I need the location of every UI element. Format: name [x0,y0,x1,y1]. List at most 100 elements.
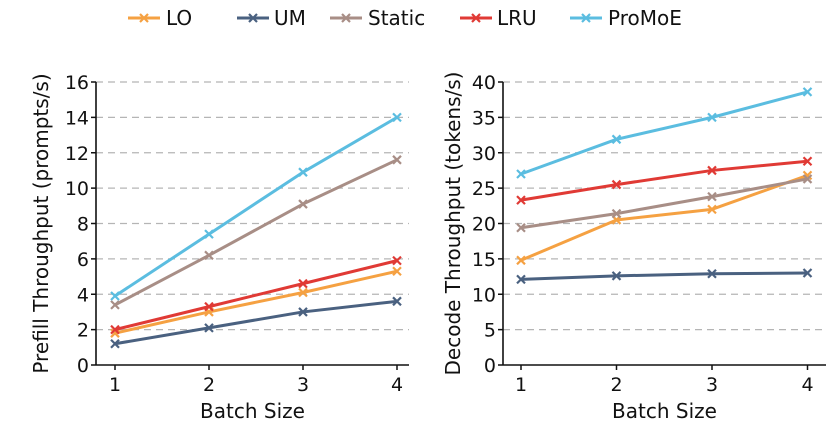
x-tick-label: 2 [203,374,215,396]
series-line [114,299,398,346]
legend-label: ProMoE [608,6,682,30]
prefill-series-static [110,155,402,310]
data-point [110,338,120,349]
series-line [114,269,398,335]
data-point [298,287,308,298]
data-point [516,169,526,179]
legend-item-lo: LO [128,6,192,30]
x-tick-label: 4 [801,374,813,396]
x-axis-title: Batch Size [612,399,717,423]
data-point [707,112,717,123]
x-tick-label: 1 [515,374,527,396]
data-point [802,156,813,167]
data-point [204,250,214,261]
data-point [707,191,717,202]
x-axis: 1 2 3 4 [515,365,814,396]
y-tick-label: 10 [472,284,496,306]
data-point [204,301,214,312]
decode-series-promoe [516,87,813,179]
legend-marker [248,13,258,23]
gridlines [96,81,409,331]
y-tick-label: 8 [77,214,89,236]
data-point [707,204,717,215]
prefill-series-lo [110,266,402,338]
data-point [298,278,308,289]
decode-throughput-chart: 0 5 10 15 20 25 30 35 40 1 2 3 4 Batch Size Decode Thr… [441,72,826,423]
axis-frame [502,82,826,366]
data-point [392,255,402,266]
series-line [520,90,808,176]
y-axis: 0 2 4 6 8 10 12 14 16 [65,72,96,377]
data-point [110,300,120,310]
y-tick-label: 6 [77,249,89,271]
axis-frame [95,82,409,366]
legend-marker [581,13,591,23]
series-line [520,159,808,202]
legend-item-promoe: ProMoE [570,6,682,30]
data-point [516,255,526,266]
y-tick-label: 0 [484,355,496,377]
legend-marker [471,13,481,23]
x-axis: 1 2 3 4 [109,365,403,396]
data-point [392,155,402,165]
data-point [611,179,622,190]
legend-label: LRU [497,6,537,30]
gridlines [503,81,826,331]
legend-marker [139,13,149,23]
legend-label: UM [274,6,306,30]
y-tick-label: 10 [65,178,89,200]
data-point [204,229,214,239]
series-line [520,173,809,262]
data-point [611,271,622,281]
x-tick-label: 4 [391,374,403,396]
data-point [802,174,813,184]
x-tick-label: 3 [297,374,309,396]
y-tick-label: 16 [65,72,89,94]
x-axis-title: Batch Size [200,399,305,423]
legend-marker [341,13,351,23]
legend-item-um: UM [237,6,306,30]
data-point [110,324,120,335]
data-point [298,167,308,177]
y-tick-label: 0 [77,355,89,377]
decode-series-um [516,268,813,285]
data-point [204,323,214,333]
legend-label: Static [368,6,425,30]
y-tick-label: 40 [472,72,496,94]
y-axis-title: Prefill Throughput (prompts/s) [29,73,53,373]
y-tick-label: 2 [77,320,89,342]
series-line [114,116,398,298]
data-point [802,87,813,97]
data-point [611,208,622,219]
y-tick-label: 5 [484,320,496,342]
data-point [392,266,402,277]
y-tick-label: 35 [472,107,496,129]
data-point [516,274,526,285]
data-point [392,296,402,307]
legend-label: LO [166,6,192,30]
prefill-series-promoe [110,112,402,301]
x-tick-label: 3 [706,374,718,396]
y-tick-label: 15 [472,249,496,271]
y-tick-label: 14 [65,107,89,129]
data-point [516,195,526,205]
data-point [392,112,402,123]
data-point [516,222,526,233]
data-point [802,268,813,278]
series-line [114,259,398,332]
legend-item-lru: LRU [460,6,537,30]
y-tick-label: 12 [65,143,89,165]
prefill-series-lru [110,255,402,335]
prefill-series-um [110,296,402,349]
y-axis: 0 5 10 15 20 25 30 35 40 [472,72,503,377]
series-line [520,271,808,281]
y-tick-label: 25 [472,178,496,200]
decode-series-static [516,174,813,233]
data-point [611,134,622,145]
data-point [707,268,717,279]
decode-series-lru [516,156,813,205]
series-line [114,158,398,307]
x-tick-label: 1 [109,374,121,396]
